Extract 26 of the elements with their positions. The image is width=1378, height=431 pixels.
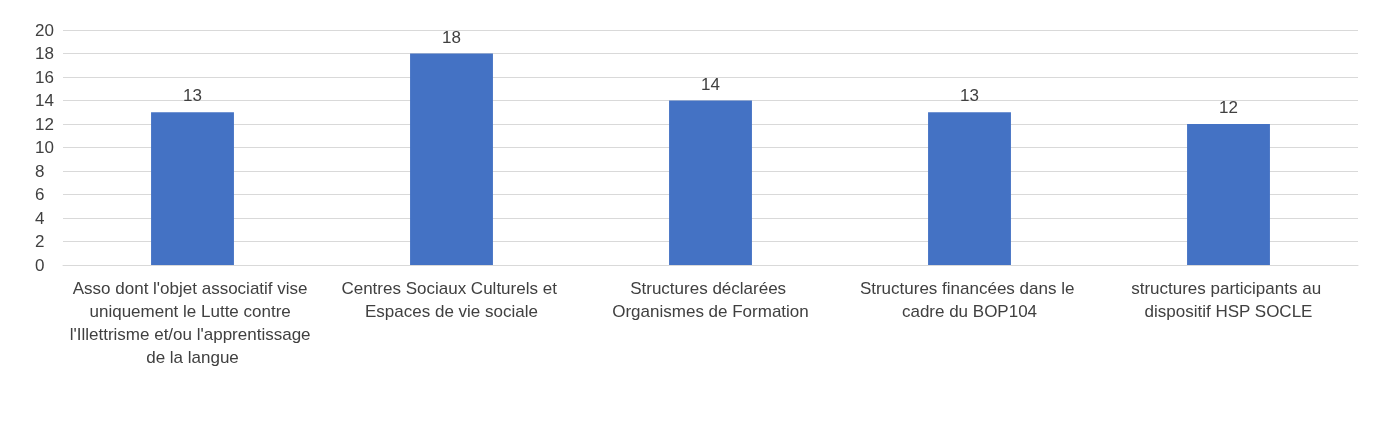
data-label: 12 (1219, 98, 1238, 117)
x-tick-label: Centres Sociaux Culturels et Espaces de vie sociale (341, 279, 562, 321)
y-tick-label: 20 (35, 20, 54, 40)
y-tick-label: 12 (35, 114, 54, 134)
bar (151, 112, 234, 265)
y-tick-label: 16 (35, 67, 54, 87)
bar (928, 112, 1011, 265)
x-tick-label: Structures déclarées Organismes de Formation (612, 279, 809, 321)
data-label: 13 (960, 86, 979, 106)
y-tick-label: 8 (35, 161, 45, 181)
data-label: 18 (442, 27, 461, 47)
y-tick-label: 14 (35, 91, 54, 110)
y-tick-label: 0 (35, 255, 45, 275)
bar (1187, 124, 1270, 265)
x-tick-label: Structures financées dans le cadre du BOP104 (859, 279, 1080, 321)
y-tick-label: 6 (35, 185, 45, 204)
x-tick-label: Asso dont l'objet associatif vise uniquement le Lutte contre l'Illettrisme et/ou l'apprentissage de la langue (69, 279, 316, 367)
y-tick-label: 18 (35, 44, 54, 63)
x-tick-label: structures participants au dispositif HSP SOCLE (1131, 279, 1326, 321)
data-label: 14 (701, 74, 720, 94)
data-label: 13 (183, 86, 202, 106)
bar (410, 53, 493, 265)
bar (669, 100, 752, 265)
y-tick-label: 4 (35, 208, 45, 228)
y-tick-label: 2 (35, 232, 45, 251)
y-tick-label: 10 (35, 138, 54, 157)
